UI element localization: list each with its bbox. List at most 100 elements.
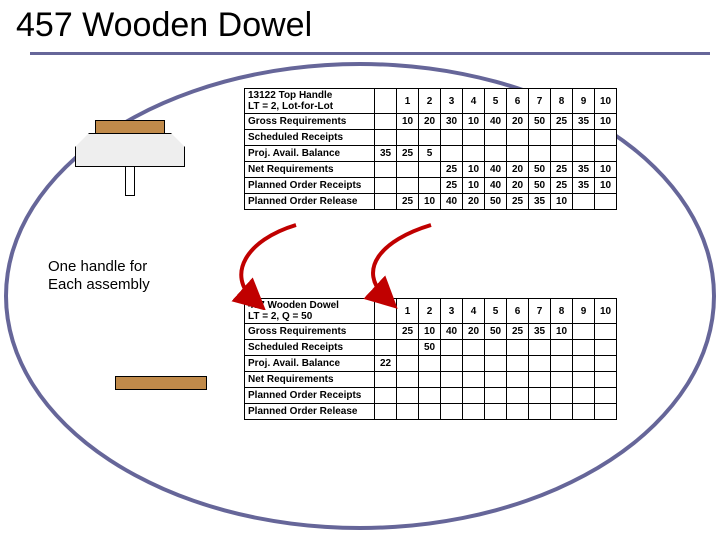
cell — [463, 130, 485, 146]
cell: 25 — [397, 324, 419, 340]
cell — [573, 404, 595, 420]
cell: 25 — [397, 194, 419, 210]
cell — [419, 178, 441, 194]
row-pre — [375, 324, 397, 340]
row-label: Scheduled Receipts — [245, 130, 375, 146]
slide-title: 457 Wooden Dowel — [16, 6, 312, 45]
cell: 20 — [507, 178, 529, 194]
table-row: Scheduled Receipts 50 — [245, 340, 617, 356]
row-label: Scheduled Receipts — [245, 340, 375, 356]
cell: 50 — [529, 114, 551, 130]
cell — [485, 372, 507, 388]
cell: 20 — [507, 114, 529, 130]
cell: 40 — [441, 324, 463, 340]
cell — [507, 356, 529, 372]
handle-plate — [75, 133, 185, 167]
cell: 25 — [551, 162, 573, 178]
cell — [419, 356, 441, 372]
caption: One handle for Each assembly — [48, 258, 150, 294]
cell — [573, 356, 595, 372]
cell — [573, 324, 595, 340]
cell — [595, 372, 617, 388]
cell — [419, 130, 441, 146]
cell: 25 — [441, 178, 463, 194]
cell: 20 — [463, 194, 485, 210]
cell: 50 — [419, 340, 441, 356]
row-pre — [375, 372, 397, 388]
cell: 10 — [397, 114, 419, 130]
row-pre — [375, 388, 397, 404]
period-header: 6 — [507, 89, 529, 114]
cell: 40 — [485, 178, 507, 194]
mrp-table-wooden-dowel: 457 Wooden Dowel LT = 2, Q = 50123456789… — [244, 298, 617, 420]
cell: 50 — [485, 324, 507, 340]
table-header: 13122 Top Handle LT = 2, Lot-for-Lot — [245, 89, 375, 114]
cell — [529, 130, 551, 146]
cell: 40 — [485, 114, 507, 130]
table-header: 457 Wooden Dowel LT = 2, Q = 50 — [245, 299, 375, 324]
cell — [551, 372, 573, 388]
cell: 5 — [419, 146, 441, 162]
cell — [397, 130, 419, 146]
cell — [463, 340, 485, 356]
cell — [573, 146, 595, 162]
period-header: 4 — [463, 89, 485, 114]
cell — [441, 372, 463, 388]
cell — [573, 388, 595, 404]
row-label: Planned Order Receipts — [245, 388, 375, 404]
cell — [441, 404, 463, 420]
cell: 50 — [529, 162, 551, 178]
row-pre — [375, 130, 397, 146]
cell — [529, 146, 551, 162]
handle-top — [95, 120, 165, 134]
cell — [441, 340, 463, 356]
period-header: 9 — [573, 89, 595, 114]
cell: 20 — [507, 162, 529, 178]
cell — [595, 404, 617, 420]
cell — [529, 356, 551, 372]
cell — [573, 130, 595, 146]
row-label: Planned Order Release — [245, 194, 375, 210]
table-row: Planned Order Receipts — [245, 388, 617, 404]
caption-line1: One handle for — [48, 258, 150, 276]
cell — [595, 388, 617, 404]
row-label: Gross Requirements — [245, 324, 375, 340]
cell: 10 — [419, 194, 441, 210]
cell: 20 — [419, 114, 441, 130]
table-row: Proj. Avail. Balance35255 — [245, 146, 617, 162]
cell — [463, 372, 485, 388]
cell — [463, 146, 485, 162]
period-header: 3 — [441, 89, 463, 114]
row-pre — [375, 404, 397, 420]
cell — [595, 340, 617, 356]
cell: 20 — [463, 324, 485, 340]
table-row: Gross Requirements10203010402050253510 — [245, 114, 617, 130]
cell — [441, 356, 463, 372]
cell: 25 — [441, 162, 463, 178]
caption-line2: Each assembly — [48, 276, 150, 294]
period-header: 2 — [419, 89, 441, 114]
cell — [507, 130, 529, 146]
cell — [463, 404, 485, 420]
cell: 10 — [463, 114, 485, 130]
period-header: 8 — [551, 299, 573, 324]
cell — [529, 388, 551, 404]
table-row: Gross Requirements2510402050253510 — [245, 324, 617, 340]
cell — [551, 130, 573, 146]
cell — [529, 372, 551, 388]
period-header: 3 — [441, 299, 463, 324]
cell — [397, 388, 419, 404]
wooden-dowel-drawing — [115, 376, 207, 390]
period-header: 7 — [529, 89, 551, 114]
cell — [419, 162, 441, 178]
period-header: 9 — [573, 299, 595, 324]
cell — [507, 146, 529, 162]
row-label: Gross Requirements — [245, 114, 375, 130]
cell: 25 — [507, 194, 529, 210]
row-label: Proj. Avail. Balance — [245, 356, 375, 372]
handle-shaft — [125, 166, 135, 196]
table-pre-col — [375, 299, 397, 324]
table-pre-col — [375, 89, 397, 114]
cell — [507, 340, 529, 356]
cell — [397, 356, 419, 372]
